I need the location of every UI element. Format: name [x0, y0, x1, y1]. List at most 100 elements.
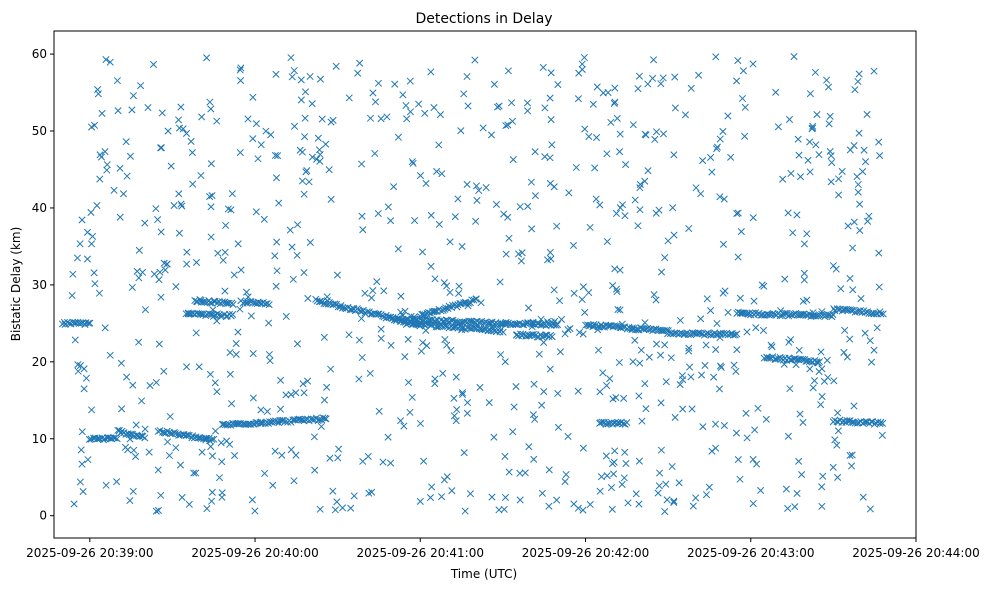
data-point	[546, 365, 554, 373]
data-point	[504, 121, 512, 129]
data-point	[211, 427, 220, 435]
data-point	[257, 406, 265, 414]
data-point	[488, 493, 496, 501]
data-point	[384, 203, 392, 211]
data-point	[679, 376, 687, 384]
data-point	[208, 488, 216, 496]
data-point	[610, 99, 618, 107]
data-point	[206, 370, 214, 378]
data-point	[377, 325, 385, 333]
data-point	[101, 148, 109, 156]
data-point	[781, 309, 789, 317]
data-point	[720, 422, 728, 430]
data-point	[299, 380, 307, 388]
data-point	[641, 319, 649, 327]
data-point	[297, 96, 305, 104]
y-tick-label: 30	[32, 278, 47, 292]
data-point	[233, 420, 241, 428]
data-point	[99, 436, 108, 444]
data-point	[610, 470, 618, 478]
data-point	[208, 191, 216, 200]
data-point	[616, 306, 624, 314]
data-point	[247, 298, 255, 306]
data-point	[846, 274, 854, 283]
data-point	[154, 466, 162, 474]
data-point	[708, 168, 716, 176]
data-point	[650, 291, 658, 299]
data-point	[736, 475, 744, 483]
data-point	[586, 500, 594, 509]
data-point	[290, 66, 298, 75]
data-point	[438, 170, 446, 178]
data-point	[524, 107, 532, 115]
data-point	[575, 69, 583, 77]
y-tick-label: 50	[32, 124, 47, 138]
data-point	[553, 222, 561, 230]
data-point	[719, 127, 727, 135]
data-point	[163, 260, 171, 268]
data-point	[156, 268, 164, 276]
data-point	[586, 223, 594, 231]
data-point	[437, 307, 445, 315]
data-point	[529, 331, 537, 339]
data-point	[166, 412, 174, 421]
data-point	[504, 67, 512, 75]
data-point	[234, 240, 242, 248]
data-point	[607, 484, 615, 492]
data-point	[578, 295, 586, 304]
data-point	[826, 147, 834, 156]
data-point	[121, 443, 130, 451]
data-point	[377, 334, 385, 343]
data-point	[231, 452, 239, 460]
data-point	[308, 100, 316, 108]
data-point	[203, 505, 211, 513]
data-point	[596, 201, 604, 209]
data-point	[795, 151, 803, 159]
data-point	[222, 299, 230, 307]
data-point	[579, 506, 587, 514]
data-point	[178, 493, 186, 502]
data-point	[592, 195, 600, 203]
data-point	[835, 191, 843, 199]
data-point	[654, 489, 662, 497]
data-point	[470, 296, 478, 304]
data-point	[733, 77, 741, 85]
data-point	[426, 493, 435, 502]
data-point	[727, 153, 735, 161]
data-point	[713, 143, 721, 151]
data-point	[71, 336, 79, 344]
data-point	[800, 310, 808, 318]
data-point	[712, 53, 720, 61]
data-point	[732, 367, 740, 375]
data-point	[613, 288, 621, 296]
data-point	[754, 404, 762, 412]
data-point	[556, 348, 564, 356]
data-point	[870, 67, 878, 75]
data-point	[628, 324, 636, 332]
data-point	[288, 243, 296, 251]
data-point	[831, 436, 839, 444]
data-point	[397, 417, 405, 425]
data-point	[408, 158, 416, 166]
data-point	[753, 460, 761, 468]
data-point	[856, 200, 864, 208]
data-point	[817, 401, 825, 409]
data-point	[198, 448, 206, 456]
data-point	[860, 146, 868, 154]
data-point	[818, 502, 826, 510]
data-point	[78, 428, 86, 436]
data-point	[776, 312, 784, 320]
data-point	[553, 496, 561, 504]
data-point	[717, 363, 725, 371]
data-point	[557, 315, 566, 323]
data-point	[207, 203, 215, 211]
data-point	[189, 180, 197, 188]
data-point	[676, 380, 684, 389]
data-point	[657, 327, 665, 335]
data-point	[620, 474, 628, 482]
data-point	[524, 319, 532, 327]
data-point	[210, 297, 218, 305]
data-point	[765, 311, 773, 319]
data-point	[737, 227, 745, 236]
data-point	[144, 104, 152, 112]
